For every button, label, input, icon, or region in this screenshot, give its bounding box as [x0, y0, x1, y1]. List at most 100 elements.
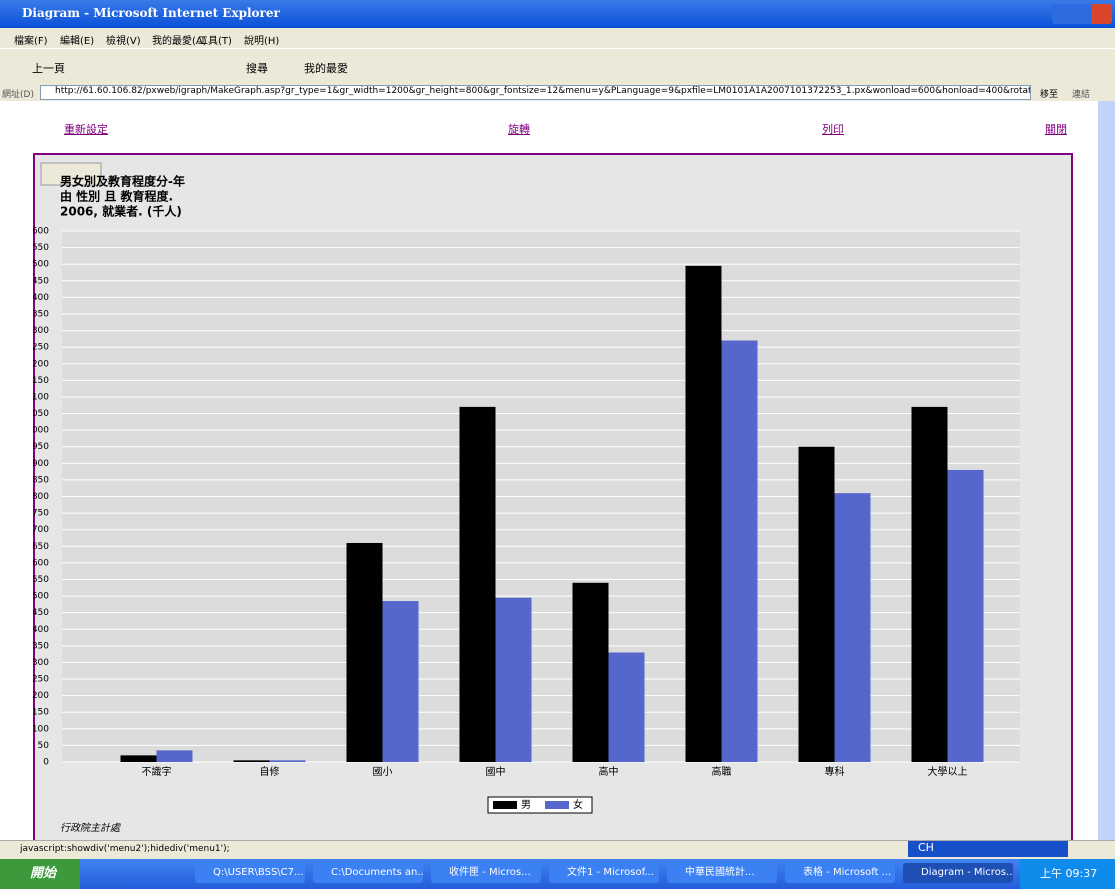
taskbar: 開始 上午 09:37 Q:\USER\BSS\C7... C:\Document… [0, 859, 1115, 889]
bar [382, 601, 419, 762]
legend-swatch [493, 801, 517, 809]
address-bar: 網址(D) http://61.60.106.82/pxweb/igraph/M… [0, 84, 1115, 101]
y-tick-label: 350 [33, 641, 49, 651]
task-item[interactable]: C:\Documents an... [313, 863, 423, 883]
x-tick-label: 不識字 [142, 765, 172, 778]
chart-title: 男女別及教育程度分-年 [60, 174, 185, 189]
language-bar[interactable]: CH [908, 841, 1068, 857]
y-tick-label: 450 [33, 608, 49, 618]
menu-item[interactable]: 工具(T) [198, 36, 232, 47]
menu-item[interactable]: 編輯(E) [60, 36, 95, 47]
window-buttons[interactable] [1052, 4, 1112, 24]
y-tick-label: 650 [33, 542, 49, 552]
task-item[interactable]: 收件匣 - Micros... [431, 863, 541, 883]
y-tick-label: 1 200 [33, 359, 49, 369]
menu-item[interactable]: 說明(H) [244, 36, 280, 47]
title-bar: Diagram - Microsoft Internet Explorer [0, 0, 1115, 28]
bar [269, 760, 306, 762]
bar [346, 542, 383, 762]
x-tick-label: 國中 [486, 765, 506, 778]
y-tick-label: 1 450 [33, 276, 49, 286]
y-tick-label: 200 [33, 691, 49, 701]
task-item[interactable]: Diagram - Micros... [903, 863, 1013, 883]
start-button[interactable]: 開始 [0, 859, 80, 889]
y-tick-label: 1 100 [33, 392, 49, 402]
y-tick-label: 1 400 [33, 293, 49, 303]
y-tick-label: 250 [33, 675, 49, 685]
y-tick-label: 150 [33, 708, 49, 718]
chart-title: 2006, 就業者. (千人) [60, 204, 182, 219]
clock: 上午 09:37 [1020, 859, 1115, 889]
go-button[interactable]: 移至 [1040, 90, 1059, 100]
status-text: javascript:showdiv('menu2');hidediv('men… [20, 844, 230, 854]
bar [685, 265, 722, 762]
x-tick-label: 專科 [825, 765, 845, 778]
toolbar: 上一頁 搜尋 我的最愛 [0, 48, 1115, 85]
y-tick-label: 1 300 [33, 326, 49, 336]
task-item[interactable]: 文件1 - Microsof... [549, 863, 659, 883]
chart-tools[interactable] [40, 162, 102, 186]
x-tick-label: 自修 [260, 765, 280, 778]
y-tick-label: 850 [33, 475, 49, 485]
page-link[interactable]: 關閉 [1045, 123, 1067, 136]
y-tick-label: 950 [33, 442, 49, 452]
bar [459, 406, 496, 762]
page-link[interactable]: 旋轉 [508, 123, 530, 136]
x-tick-label: 國小 [373, 766, 393, 778]
chart: 行政院主計處 男女別及教育程度分-年由 性別 且 教育程度.2006, 就業者.… [33, 153, 1073, 840]
x-tick-label: 高中 [599, 765, 619, 778]
y-tick-label: 300 [33, 658, 49, 668]
y-tick-label: 1 050 [33, 409, 49, 419]
bar [156, 750, 193, 762]
legend-label: 男 [521, 799, 531, 811]
y-tick-label: 600 [33, 558, 49, 568]
menu-item[interactable]: 檢視(V) [106, 36, 141, 47]
bar [120, 755, 157, 762]
bar [495, 597, 532, 762]
x-tick-label: 大學以上 [928, 765, 968, 778]
address-label: 網址(D) [2, 90, 34, 100]
page-link[interactable]: 重新設定 [64, 123, 108, 136]
links-label[interactable]: 連結 [1072, 90, 1091, 100]
y-tick-label: 500 [33, 592, 49, 602]
address-field[interactable]: http://61.60.106.82/pxweb/igraph/MakeGra… [40, 85, 1031, 100]
menu-item[interactable]: 我的最愛(A) [152, 36, 207, 47]
menu-bar: 檔案(F) 編輯(E) 檢視(V) 我的最愛(A) 工具(T) 說明(H) [0, 28, 1115, 48]
y-tick-label: 550 [33, 575, 49, 585]
favorites-button[interactable]: 我的最愛 [304, 62, 348, 75]
y-tick-label: 1 000 [33, 426, 49, 436]
bar [911, 406, 948, 762]
bar [572, 582, 609, 762]
legend-label: 女 [573, 798, 583, 811]
y-tick-label: 1 250 [33, 343, 49, 353]
scrollbar[interactable] [1098, 101, 1115, 840]
task-item[interactable]: 中華民國統計... [667, 863, 777, 883]
y-tick-label: 700 [33, 525, 49, 535]
bar [608, 652, 645, 762]
bar [233, 760, 270, 762]
y-tick-label: 1 550 [33, 243, 49, 253]
menu-item[interactable]: 檔案(F) [14, 36, 48, 47]
search-button[interactable]: 搜尋 [246, 62, 268, 75]
task-item[interactable]: 表格 - Microsoft ... [785, 863, 895, 883]
status-bar: javascript:showdiv('menu2');hidediv('men… [0, 840, 1115, 859]
y-tick-label: 0 [43, 758, 49, 768]
y-tick-label: 1 500 [33, 260, 49, 270]
legend-swatch [545, 801, 569, 809]
y-tick-label: 1 600 [33, 227, 49, 237]
page-link[interactable]: 列印 [822, 123, 844, 136]
y-tick-label: 1 350 [33, 309, 49, 319]
y-tick-label: 800 [33, 492, 49, 502]
y-tick-label: 1 150 [33, 376, 49, 386]
chart-title: 由 性別 且 教育程度. [60, 189, 173, 204]
bar [798, 446, 835, 762]
y-tick-label: 750 [33, 509, 49, 519]
window-title: Diagram - Microsoft Internet Explorer [22, 6, 280, 20]
y-tick-label: 900 [33, 459, 49, 469]
back-button[interactable]: 上一頁 [32, 62, 65, 75]
chart-source: 行政院主計處 [60, 822, 122, 834]
task-item[interactable]: Q:\USER\BSS\C7... [195, 863, 305, 883]
bar [947, 469, 984, 762]
y-tick-label: 400 [33, 625, 49, 635]
